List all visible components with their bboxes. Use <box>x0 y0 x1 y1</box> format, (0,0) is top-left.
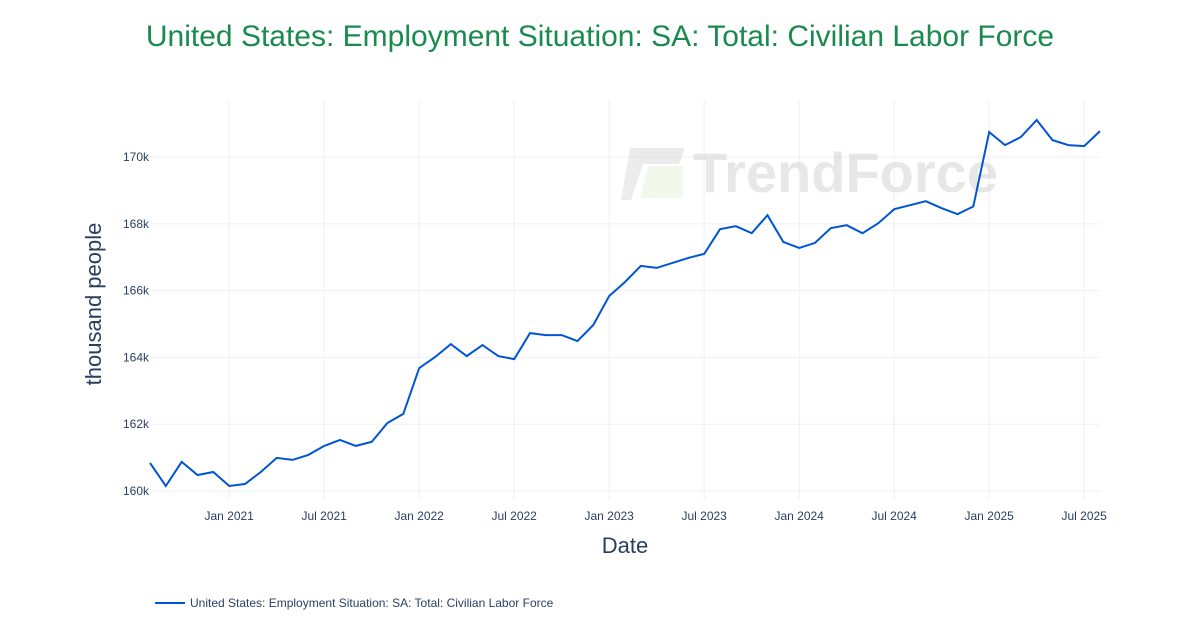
y-tick-label: 166k <box>123 284 150 298</box>
x-tick-label: Jul 2023 <box>681 509 727 523</box>
legend-item[interactable]: United States: Employment Situation: SA:… <box>155 596 553 610</box>
y-tick-label: 168k <box>123 217 150 231</box>
y-axis-title: thousand people <box>81 223 106 386</box>
trendforce-watermark: TrendForce <box>621 141 998 204</box>
svg-text:TrendForce: TrendForce <box>693 141 998 204</box>
x-axis-title: Date <box>602 533 648 558</box>
legend-swatch <box>155 602 185 604</box>
x-tick-label: Jul 2021 <box>301 509 347 523</box>
x-tick-label: Jan 2022 <box>394 509 444 523</box>
x-tick-label: Jan 2021 <box>204 509 254 523</box>
x-tick-label: Jul 2025 <box>1061 509 1107 523</box>
legend-label: United States: Employment Situation: SA:… <box>190 596 554 610</box>
series-line <box>149 118 1101 488</box>
y-tick-label: 164k <box>123 350 150 364</box>
y-tick-label: 160k <box>123 484 150 498</box>
chart-title: United States: Employment Situation: SA:… <box>145 20 1055 53</box>
x-tick-label: Jan 2025 <box>964 509 1014 523</box>
x-tick-label: Jul 2024 <box>871 509 917 523</box>
x-tick-label: Jan 2023 <box>584 509 634 523</box>
x-tick-label: Jul 2022 <box>491 509 537 523</box>
x-tick-label: Jan 2024 <box>774 509 824 523</box>
y-tick-label: 170k <box>123 150 150 164</box>
y-tick-label: 162k <box>123 417 150 431</box>
